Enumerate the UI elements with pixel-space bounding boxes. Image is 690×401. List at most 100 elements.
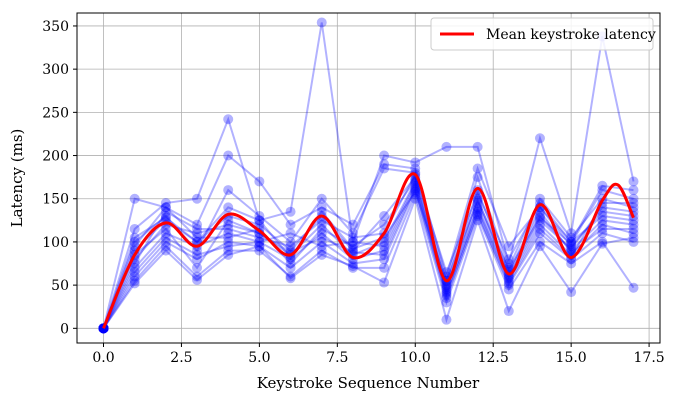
session-line bbox=[102, 177, 634, 329]
session-point bbox=[503, 254, 514, 265]
mean-line bbox=[102, 172, 635, 329]
session-point bbox=[566, 243, 577, 254]
session-point bbox=[410, 186, 421, 197]
session-point bbox=[254, 232, 265, 243]
session-line bbox=[102, 185, 634, 329]
session-point bbox=[347, 261, 358, 272]
session-point bbox=[347, 219, 358, 230]
session-point bbox=[503, 273, 514, 284]
session-point bbox=[285, 236, 296, 247]
y-tick-label: 250 bbox=[42, 105, 69, 121]
session-point bbox=[347, 236, 358, 247]
session-point bbox=[254, 241, 265, 252]
session-point bbox=[285, 273, 296, 284]
session-line bbox=[102, 188, 634, 329]
session-point bbox=[316, 241, 327, 252]
session-point bbox=[160, 206, 171, 217]
session-point bbox=[316, 236, 327, 247]
session-point bbox=[628, 215, 639, 226]
session-point bbox=[441, 280, 452, 291]
session-point bbox=[534, 133, 545, 144]
session-point bbox=[192, 245, 203, 256]
y-tick-label: 200 bbox=[42, 149, 69, 165]
session-point bbox=[566, 258, 577, 269]
y-axis-label: Latency (ms) bbox=[8, 129, 26, 228]
session-point bbox=[285, 262, 296, 273]
session-point bbox=[597, 206, 608, 217]
x-axis: 0.0 2.5 5.0 7.5 10.0 12.5 15.0 17.5 bbox=[92, 343, 665, 366]
session-point bbox=[379, 150, 390, 161]
session-point bbox=[285, 228, 296, 239]
session-point bbox=[441, 293, 452, 304]
x-tick-label: 17.5 bbox=[634, 350, 665, 366]
x-tick-label: 2.5 bbox=[170, 350, 192, 366]
session-point bbox=[472, 202, 483, 213]
session-point bbox=[441, 284, 452, 295]
session-point bbox=[347, 241, 358, 252]
y-tick-label: 300 bbox=[42, 62, 69, 78]
x-tick-label: 10.0 bbox=[400, 350, 431, 366]
session-point bbox=[223, 249, 234, 260]
session-point bbox=[379, 236, 390, 247]
session-point bbox=[160, 202, 171, 213]
session-line bbox=[102, 195, 634, 329]
session-point bbox=[254, 215, 265, 226]
x-tick-label: 7.5 bbox=[326, 350, 348, 366]
session-point bbox=[379, 249, 390, 260]
session-point bbox=[379, 211, 390, 222]
session-point bbox=[628, 223, 639, 234]
session-point bbox=[472, 215, 483, 226]
session-point bbox=[129, 262, 140, 273]
session-point bbox=[192, 254, 203, 265]
session-point bbox=[597, 180, 608, 191]
session-point bbox=[472, 141, 483, 152]
session-point bbox=[285, 206, 296, 217]
session-point bbox=[316, 206, 327, 217]
session-point bbox=[254, 215, 265, 226]
session-point bbox=[534, 241, 545, 252]
session-point bbox=[410, 185, 421, 196]
y-tick-label: 0 bbox=[60, 321, 69, 337]
session-point bbox=[566, 236, 577, 247]
session-point bbox=[316, 232, 327, 243]
session-point bbox=[597, 228, 608, 239]
session-point bbox=[566, 228, 577, 239]
session-point bbox=[379, 245, 390, 256]
session-point bbox=[160, 202, 171, 213]
session-point bbox=[129, 236, 140, 247]
session-point bbox=[628, 185, 639, 196]
session-point bbox=[347, 236, 358, 247]
session-line bbox=[102, 182, 634, 329]
session-line bbox=[102, 175, 634, 329]
session-point bbox=[160, 245, 171, 256]
session-point bbox=[534, 223, 545, 234]
session-point bbox=[597, 238, 608, 249]
session-point bbox=[223, 232, 234, 243]
session-point bbox=[223, 241, 234, 252]
session-point bbox=[566, 287, 577, 298]
session-point bbox=[223, 228, 234, 239]
session-point bbox=[347, 245, 358, 256]
session-point bbox=[316, 245, 327, 256]
session-point bbox=[379, 159, 390, 170]
session-point bbox=[503, 306, 514, 317]
session-point bbox=[316, 223, 327, 234]
session-point bbox=[503, 278, 514, 289]
session-point bbox=[534, 193, 545, 204]
session-point bbox=[285, 271, 296, 282]
session-point bbox=[129, 232, 140, 243]
session-point bbox=[129, 271, 140, 282]
session-point bbox=[534, 215, 545, 226]
session-point bbox=[285, 219, 296, 230]
session-point bbox=[379, 262, 390, 273]
session-line bbox=[102, 22, 635, 329]
session-point bbox=[223, 114, 234, 125]
y-tick-label: 50 bbox=[51, 278, 69, 294]
session-point bbox=[441, 290, 452, 301]
session-point bbox=[254, 236, 265, 247]
session-point bbox=[223, 245, 234, 256]
session-point bbox=[316, 17, 327, 28]
mean-series bbox=[102, 172, 635, 329]
session-point bbox=[597, 211, 608, 222]
